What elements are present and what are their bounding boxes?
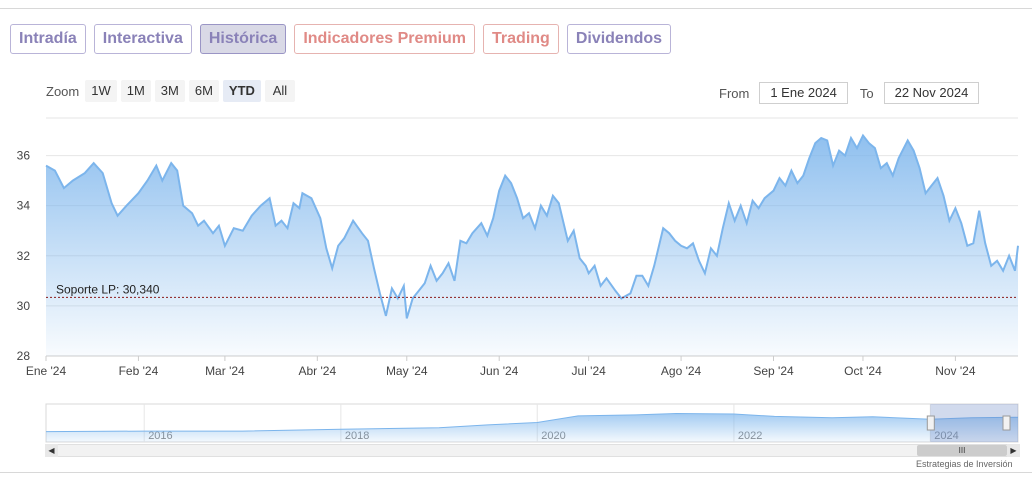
x-tick-label: Jul '24 [571,364,606,378]
to-label: To [859,85,874,101]
tab-historica[interactable]: Histórica [199,24,287,54]
tab-trading[interactable]: Trading [483,24,559,54]
tab-interactiva[interactable]: Interactiva [93,24,192,54]
navigator-year-label: 2022 [738,430,762,442]
date-range: From 1 Ene 2024 To 22 Nov 2024 [719,82,980,104]
x-tick-label: Sep '24 [753,364,794,378]
x-tick-label: Oct '24 [844,364,882,378]
zoom-selector: Zoom 1W 1M 3M 6M YTD All [46,80,295,102]
zoom-button-all[interactable]: All [264,80,295,102]
x-axis: Ene '24 Feb '24 Mar '24 Abr '24 May '24 Jun '… [26,356,976,378]
navigator-year-label: 2018 [345,430,369,442]
y-tick-label: 36 [17,149,31,163]
navigator-year-label: 2024 [934,430,958,442]
scroll-left-icon[interactable]: ◀ [45,444,58,457]
scroll-right-icon[interactable]: ▶ [1007,444,1020,457]
tab-dividendos[interactable]: Dividendos [566,24,672,54]
credit-text: Estrategias de Inversión [916,459,1013,469]
scrollbar-thumb[interactable]: III [917,445,1007,456]
zoom-button-1w[interactable]: 1W [85,80,117,102]
navigator-year-label: 2016 [148,430,172,442]
zoom-label: Zoom [46,83,80,99]
navigator-area [46,413,1018,442]
zoom-button-3m[interactable]: 3M [154,80,185,102]
zoom-button-1m[interactable]: 1M [120,80,151,102]
x-tick-label: May '24 [386,364,428,378]
x-tick-label: Mar '24 [205,364,245,378]
zoom-button-6m[interactable]: 6M [188,80,219,102]
navigator-year-label: 2020 [541,430,565,442]
navigator-scrollbar[interactable] [45,444,1020,457]
price-line [45,133,1019,319]
tab-bar: Intradía Interactiva Histórica Indicador… [10,24,672,54]
navigator-frame [45,403,1019,443]
to-date-input[interactable]: 22 Nov 2024 [883,82,980,104]
x-tick-label: Ago '24 [661,364,702,378]
y-tick-label: 34 [17,199,31,213]
navigator-selection [930,404,1018,442]
price-area [46,135,1018,356]
from-date-input[interactable]: 1 Ene 2024 [759,82,848,104]
y-tick-label: 30 [17,299,31,313]
y-tick-label: 32 [17,249,31,263]
x-tick-label: Nov '24 [935,364,976,378]
x-tick-label: Jun '24 [480,364,519,378]
tab-indicadores-premium[interactable]: Indicadores Premium [294,24,476,54]
x-tick-label: Abr '24 [298,364,336,378]
y-axis: 28 30 32 34 36 [17,149,31,363]
x-tick-label: Ene '24 [26,364,67,378]
navigator-handle [1002,415,1011,431]
navigator-line [45,412,1019,433]
top-divider [0,8,1032,9]
from-label: From [719,85,750,101]
navigator-handle [926,415,935,431]
support-label: Soporte LP: 30,340 [56,282,160,296]
bottom-divider [0,472,1032,473]
zoom-button-ytd[interactable]: YTD [222,80,261,102]
y-tick-label: 28 [17,349,31,363]
grid-lines [46,117,1018,357]
navigator: 2016 2018 2020 2022 2024 [45,403,1019,443]
x-tick-label: Feb '24 [119,364,159,378]
tab-intradia[interactable]: Intradía [10,24,86,54]
